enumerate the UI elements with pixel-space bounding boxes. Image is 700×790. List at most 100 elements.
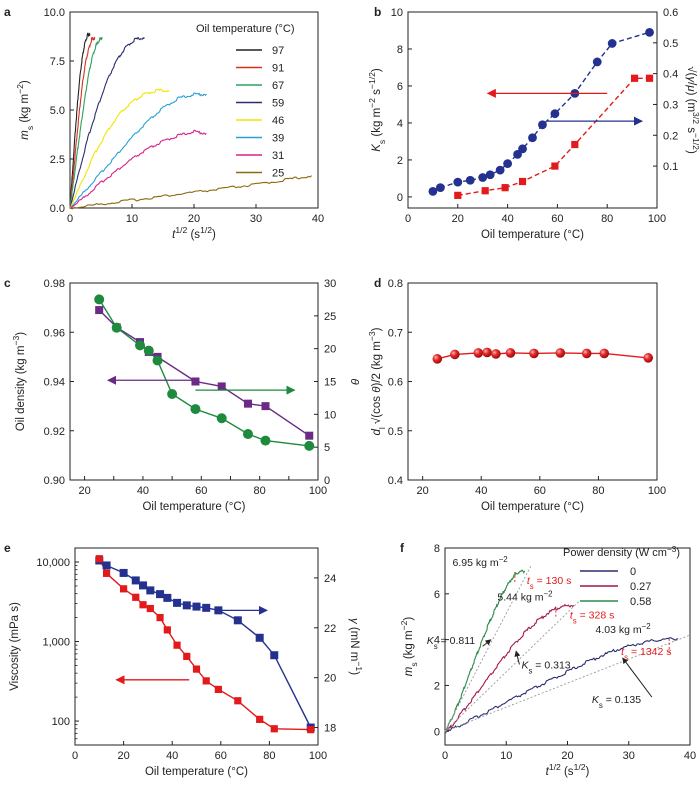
panel-e: 0 20 40 60 80 100 100 1,000 10,000 18 20 22 24 Oil te… bbox=[4, 541, 364, 778]
data-point bbox=[156, 590, 165, 599]
data-point bbox=[216, 413, 227, 424]
series-line bbox=[444, 603, 575, 735]
y-axis-label: Viscosity (mPa s) bbox=[9, 602, 21, 691]
y-tick-label: 2 bbox=[434, 680, 440, 692]
legend-entry: 25 bbox=[272, 168, 284, 180]
series-line bbox=[98, 558, 311, 731]
y-tick-label-right: 20 bbox=[324, 344, 336, 356]
y-tick-label-right: 0 bbox=[324, 475, 330, 487]
data-point bbox=[95, 306, 104, 315]
x-tick-label: 40 bbox=[137, 485, 149, 497]
data-point bbox=[167, 388, 178, 399]
y-tick-label: 2.5 bbox=[50, 154, 65, 166]
data-point bbox=[190, 404, 201, 415]
legend-entry: 0.58 bbox=[630, 596, 651, 608]
x-axis-label: t1/2 (s1/2) bbox=[172, 225, 216, 241]
data-point bbox=[630, 74, 639, 82]
data-point bbox=[481, 187, 489, 195]
data-point bbox=[518, 144, 527, 154]
panel-letter: b bbox=[374, 5, 381, 19]
data-point bbox=[139, 581, 148, 590]
x-tick-label: 0 bbox=[442, 750, 448, 762]
series-line bbox=[69, 129, 207, 210]
data-point bbox=[242, 429, 253, 440]
data-point bbox=[270, 651, 279, 660]
y-axis-label-right: √(γ/μ) (m3/2 s−1/2) bbox=[685, 66, 700, 154]
panel-f: 0 10 20 30 40 0 2 4 6 8 Power density (W cm−3) 0 0.2… bbox=[399, 541, 696, 778]
data-point bbox=[111, 322, 122, 333]
x-tick-label: 20 bbox=[452, 213, 464, 225]
x-axis-label: t1/2 (s1/2) bbox=[546, 762, 590, 778]
data-point bbox=[599, 348, 610, 359]
data-point bbox=[607, 39, 617, 48]
y-tick-label: 0.92 bbox=[44, 426, 65, 438]
data-point bbox=[256, 715, 264, 723]
y-tick-label-right: 18 bbox=[324, 723, 336, 735]
data-point bbox=[482, 347, 492, 358]
x-tick-label: 20 bbox=[188, 213, 200, 225]
data-point bbox=[571, 140, 579, 149]
panel-d: 20 40 60 80 100 0.4 0.5 0.6 0.7 0.8 Oil temperatur… bbox=[367, 276, 666, 513]
y-tick-label: 10 bbox=[391, 7, 403, 19]
x-tick-label: 60 bbox=[534, 485, 546, 497]
y-tick-label: 5.0 bbox=[50, 105, 65, 117]
x-tick-label: 100 bbox=[309, 485, 327, 497]
x-tick-label: 10 bbox=[500, 750, 512, 762]
y-tick-label: 0.4 bbox=[388, 475, 403, 487]
data-point bbox=[501, 184, 509, 192]
legend-title: Power density (W cm−3) bbox=[563, 545, 680, 560]
y-axis-label: Ks (kg m−2 s−1/2) bbox=[367, 68, 387, 152]
data-point bbox=[143, 345, 154, 356]
data-point bbox=[139, 601, 147, 609]
data-point bbox=[192, 602, 201, 611]
data-point bbox=[214, 685, 222, 694]
data-point bbox=[592, 57, 602, 67]
data-point bbox=[156, 613, 164, 622]
series-line bbox=[457, 77, 650, 197]
annotation-ks: Ks = 0.135 bbox=[592, 694, 641, 710]
data-point bbox=[95, 555, 103, 563]
data-point bbox=[518, 177, 527, 186]
data-point bbox=[173, 598, 182, 607]
x-tick-label: 40 bbox=[501, 213, 513, 225]
x-tick-label: 10 bbox=[126, 213, 138, 225]
annotation-ts: ts = 130 s bbox=[527, 575, 572, 591]
data-point bbox=[645, 74, 654, 82]
series-line bbox=[98, 309, 310, 437]
legend-entry: 31 bbox=[272, 150, 284, 162]
y-tick-label: 0 bbox=[434, 726, 440, 738]
data-point bbox=[234, 697, 242, 705]
y-tick-label: 0.7 bbox=[388, 327, 403, 339]
data-point bbox=[453, 177, 463, 187]
data-point bbox=[473, 348, 484, 358]
annotation-mass: 6.95 kg m−2 bbox=[453, 555, 508, 570]
y-tick-label-right: 20 bbox=[324, 673, 336, 685]
series-line bbox=[444, 637, 679, 734]
x-tick-label: 80 bbox=[263, 750, 275, 762]
data-point bbox=[270, 725, 278, 733]
plot-frame bbox=[407, 282, 658, 481]
x-tick-label: 30 bbox=[623, 750, 635, 762]
y-tick-label-right: 25 bbox=[324, 311, 336, 323]
data-point bbox=[304, 440, 315, 451]
y-tick-label: 0.96 bbox=[44, 327, 65, 339]
annotation-ks: Ks = 0.811 bbox=[427, 635, 476, 651]
data-point bbox=[260, 435, 271, 446]
annotation-mass: 4.03 kg m−2 bbox=[596, 621, 651, 636]
panel-b: 0 20 40 60 80 100 0 2 4 6 8 10 0.1 0.2 0.3 0.4 0.5 0.6 Oil… bbox=[367, 5, 700, 241]
legend-entry: 0.27 bbox=[630, 581, 651, 593]
data-point bbox=[645, 27, 654, 37]
data-point bbox=[132, 593, 140, 601]
x-tick-label: 100 bbox=[648, 485, 666, 497]
x-tick-label: 40 bbox=[166, 750, 178, 762]
x-tick-label: 100 bbox=[309, 750, 327, 762]
y-axis-label: ms (kg m−2) bbox=[399, 617, 419, 677]
y-tick-label: 6 bbox=[434, 589, 440, 601]
data-point bbox=[261, 402, 270, 411]
panel-letter: e bbox=[4, 541, 11, 555]
series-line bbox=[98, 559, 312, 728]
panel-a: 0 10 20 30 40 0.0 2.5 5.0 7.5 10.0 Oil temperature… bbox=[4, 5, 324, 241]
x-axis-label: Oil temperature (°C) bbox=[481, 229, 584, 241]
data-point bbox=[163, 626, 171, 634]
x-tick-label: 40 bbox=[312, 213, 324, 225]
